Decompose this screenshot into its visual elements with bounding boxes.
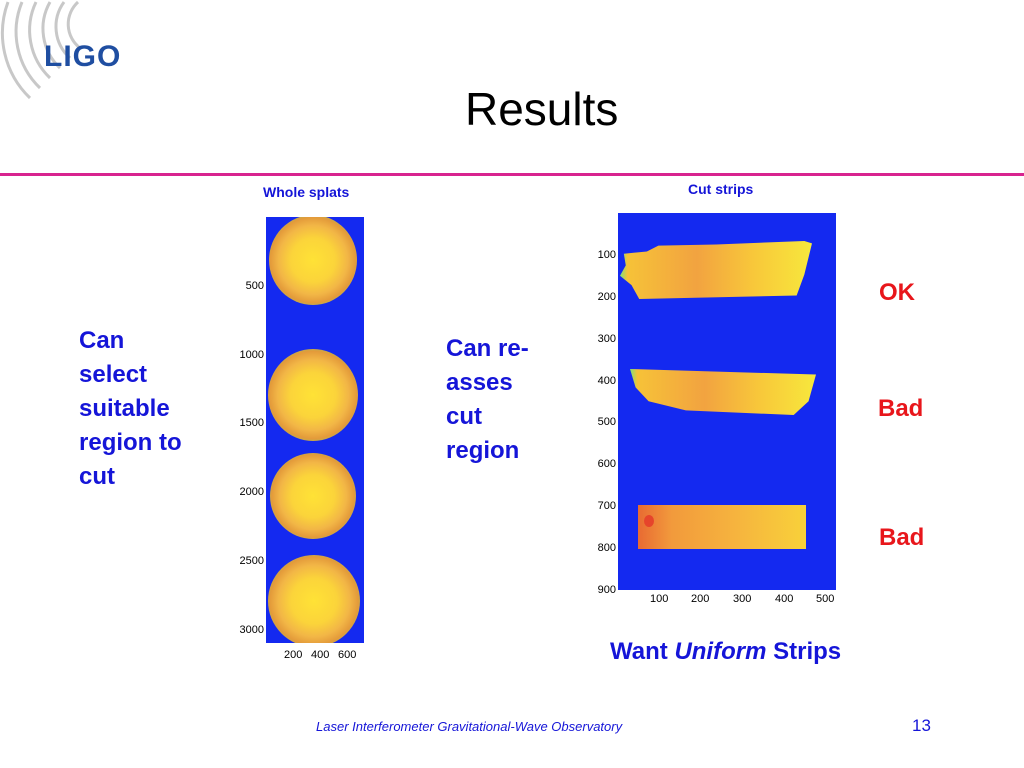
middle-note-line: cut (446, 403, 482, 430)
y-tick: 500 (245, 280, 264, 292)
y-tick: 200 (597, 291, 616, 303)
strip-bad-2 (638, 505, 806, 549)
y-tick: 2500 (239, 555, 264, 567)
cut-strips-image (618, 213, 836, 590)
slide-title: Results (465, 83, 619, 135)
want-pre: Want (610, 638, 668, 665)
title-divider (0, 173, 1024, 176)
y-tick: 400 (597, 375, 616, 387)
y-tick: 3000 (239, 624, 264, 636)
y-tick: 500 (597, 416, 616, 428)
middle-note: Can re- asses cut region (446, 332, 529, 468)
splat-1 (269, 217, 357, 305)
splat-3 (270, 453, 356, 539)
splat-4 (268, 555, 360, 643)
y-tick: 2000 (239, 486, 264, 498)
status-label-ok: OK (879, 279, 915, 306)
x-tick: 500 (816, 593, 835, 605)
strip-bad-1 (630, 369, 816, 415)
want-post: Strips (773, 638, 842, 665)
x-tick: 600 (338, 649, 357, 661)
ligo-logo-arcs-icon (0, 0, 81, 100)
x-tick: 100 (650, 593, 669, 605)
whole-splats-caption: Whole splats (263, 184, 350, 200)
x-tick: 200 (691, 593, 710, 605)
middle-note-line: Can re- (446, 335, 529, 362)
middle-note-line: asses (446, 369, 513, 396)
y-tick: 300 (597, 333, 616, 345)
left-note-line: cut (79, 463, 115, 490)
footer-text: Laser Interferometer Gravitational-Wave … (316, 719, 623, 734)
y-tick: 600 (597, 458, 616, 470)
status-label-bad: Bad (878, 395, 924, 422)
left-note-line: suitable (79, 395, 170, 422)
y-tick: 100 (597, 249, 616, 261)
x-tick: 200 (284, 649, 303, 661)
left-note: Can select suitable region to cut (79, 324, 182, 494)
left-note-line: Can (79, 327, 125, 354)
middle-note-line: region (446, 437, 520, 464)
left-note-line: region to (79, 429, 182, 456)
x-tick: 400 (311, 649, 330, 661)
y-tick: 1000 (239, 349, 264, 361)
x-tick: 400 (775, 593, 794, 605)
status-label-bad: Bad (879, 524, 925, 551)
y-tick: 700 (597, 500, 616, 512)
want-emph: Uniform (674, 638, 767, 665)
whole-splats-image (266, 217, 364, 643)
y-tick: 1500 (239, 417, 264, 429)
want-uniform-strips: Want Uniform Strips (610, 638, 841, 666)
strip-ok (620, 241, 812, 299)
y-tick: 900 (597, 584, 616, 596)
left-note-line: select (79, 361, 148, 388)
ligo-logo-text: LIGO (44, 40, 122, 73)
cut-strips-caption: Cut strips (688, 181, 754, 197)
page-number: 13 (912, 716, 931, 735)
strip-hot-spot (644, 515, 654, 527)
y-tick: 800 (597, 542, 616, 554)
splat-2 (268, 349, 358, 441)
x-tick: 300 (733, 593, 752, 605)
